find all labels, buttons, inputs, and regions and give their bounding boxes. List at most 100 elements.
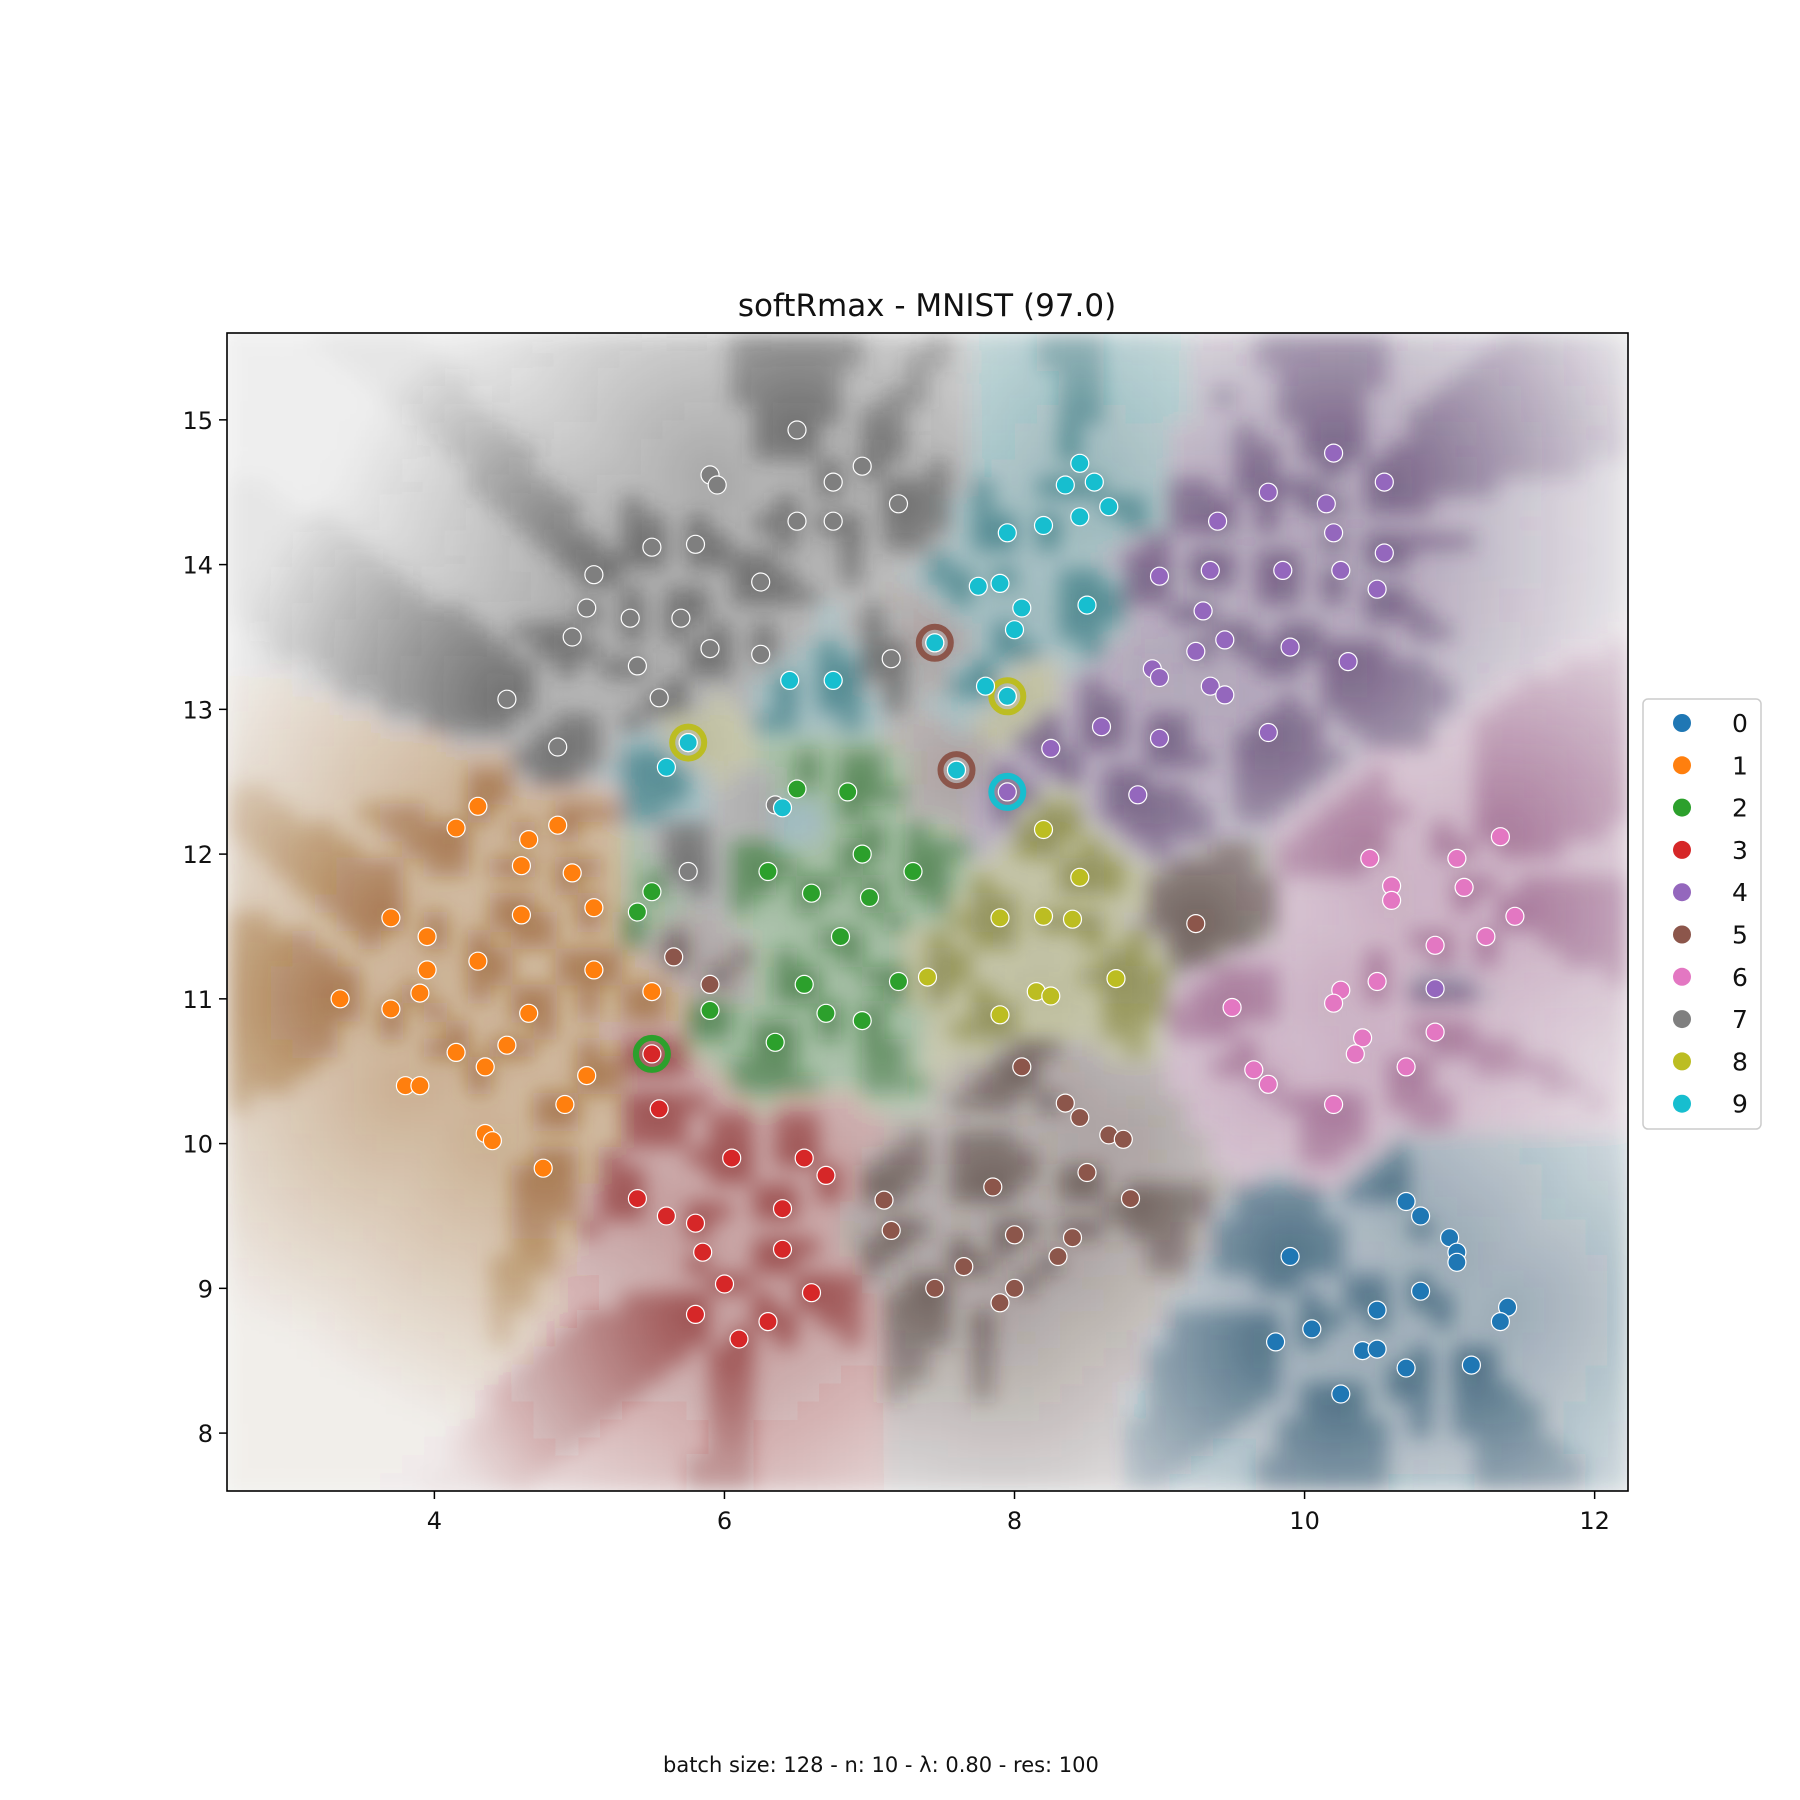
data-point xyxy=(1070,507,1090,527)
highlight-ring xyxy=(937,751,976,790)
data-point xyxy=(888,971,909,992)
data-point xyxy=(1200,676,1220,696)
data-point xyxy=(1186,913,1206,934)
y-tick-label: 11 xyxy=(182,986,213,1014)
series-2 xyxy=(627,779,923,1052)
x-tick-label: 4 xyxy=(427,1507,442,1535)
data-point xyxy=(1323,523,1344,543)
data-point xyxy=(758,1311,778,1332)
data-point xyxy=(1476,926,1496,947)
data-point xyxy=(1381,890,1402,911)
data-point xyxy=(693,1242,713,1262)
data-point xyxy=(1048,1246,1068,1267)
data-point xyxy=(1077,1162,1097,1183)
data-point xyxy=(1396,1191,1416,1212)
x-tick-label: 10 xyxy=(1289,1507,1320,1535)
data-point xyxy=(1200,560,1220,581)
data-point xyxy=(671,608,691,628)
data-point xyxy=(1099,497,1119,517)
data-point xyxy=(1410,1281,1431,1301)
plot-frame xyxy=(226,332,1629,1492)
data-point xyxy=(816,1165,836,1186)
legend-label: 2 xyxy=(1732,794,1748,823)
data-point xyxy=(707,475,727,495)
data-point xyxy=(1367,1339,1387,1359)
legend-marker xyxy=(1673,967,1691,986)
data-point xyxy=(548,815,568,835)
data-point xyxy=(1258,722,1278,743)
data-point xyxy=(1447,848,1467,869)
data-point xyxy=(888,494,909,514)
data-point xyxy=(758,861,778,882)
data-point xyxy=(548,737,568,757)
data-point xyxy=(1120,1188,1141,1209)
x-tick-label: 6 xyxy=(717,1507,732,1535)
data-point xyxy=(627,656,648,676)
footer-caption: batch size: 128 - n: 10 - λ: 0.80 - res:… xyxy=(663,1753,1099,1777)
data-point xyxy=(1410,1206,1431,1226)
data-point xyxy=(990,1293,1010,1313)
data-point xyxy=(852,456,872,476)
data-point xyxy=(700,1000,720,1021)
y-tick-label: 9 xyxy=(198,1275,213,1303)
data-point xyxy=(533,1158,553,1178)
data-point xyxy=(1323,1094,1344,1115)
data-point xyxy=(1186,641,1206,662)
data-point xyxy=(830,926,851,947)
data-point xyxy=(700,974,720,995)
data-point xyxy=(997,686,1017,706)
data-point xyxy=(1490,827,1511,847)
data-point xyxy=(1222,997,1242,1018)
data-point xyxy=(497,1035,517,1055)
data-point xyxy=(801,883,822,903)
data-point xyxy=(772,798,793,818)
data-point xyxy=(874,1190,894,1210)
data-point xyxy=(1244,1060,1264,1080)
data-point xyxy=(664,947,684,967)
data-point xyxy=(482,1131,502,1151)
legend-label: 3 xyxy=(1732,836,1748,865)
legend-entry: 1 xyxy=(1673,751,1748,780)
data-point xyxy=(656,757,677,777)
data-point xyxy=(1338,651,1358,672)
legend-marker xyxy=(1673,756,1691,775)
data-point xyxy=(330,989,350,1009)
data-point xyxy=(700,638,720,659)
data-point xyxy=(1367,1300,1387,1320)
data-point xyxy=(1055,475,1075,495)
legend-marker xyxy=(1673,714,1691,732)
data-point xyxy=(1323,443,1344,463)
data-point xyxy=(787,420,807,440)
data-point xyxy=(1258,482,1278,502)
data-point xyxy=(1077,595,1097,615)
data-point xyxy=(446,1042,466,1063)
data-point xyxy=(1070,1107,1090,1128)
data-point xyxy=(722,1148,742,1168)
data-point xyxy=(946,760,967,780)
data-point xyxy=(468,796,488,816)
data-point xyxy=(968,576,988,596)
data-point xyxy=(577,598,597,618)
data-point xyxy=(1215,630,1235,650)
data-point xyxy=(990,1005,1010,1025)
data-point xyxy=(881,1220,901,1241)
data-point xyxy=(642,1044,662,1064)
legend-entry: 8 xyxy=(1673,1047,1748,1076)
data-point xyxy=(1360,848,1380,869)
data-point xyxy=(823,472,843,492)
legend-marker xyxy=(1673,1094,1691,1113)
data-point xyxy=(1425,979,1445,999)
legend-entry: 7 xyxy=(1673,1005,1748,1034)
data-point xyxy=(519,1003,539,1023)
data-point xyxy=(772,1239,793,1259)
data-point xyxy=(1302,1319,1322,1339)
data-point xyxy=(751,572,771,592)
data-point xyxy=(794,1148,814,1168)
data-point xyxy=(917,967,938,987)
data-point xyxy=(780,670,800,691)
data-point xyxy=(620,608,640,628)
data-point xyxy=(903,861,923,882)
highlight-ring xyxy=(669,723,708,762)
x-axis: 4 6 8 10 12 xyxy=(427,1491,1610,1535)
legend-entry: 9 xyxy=(1673,1090,1748,1119)
